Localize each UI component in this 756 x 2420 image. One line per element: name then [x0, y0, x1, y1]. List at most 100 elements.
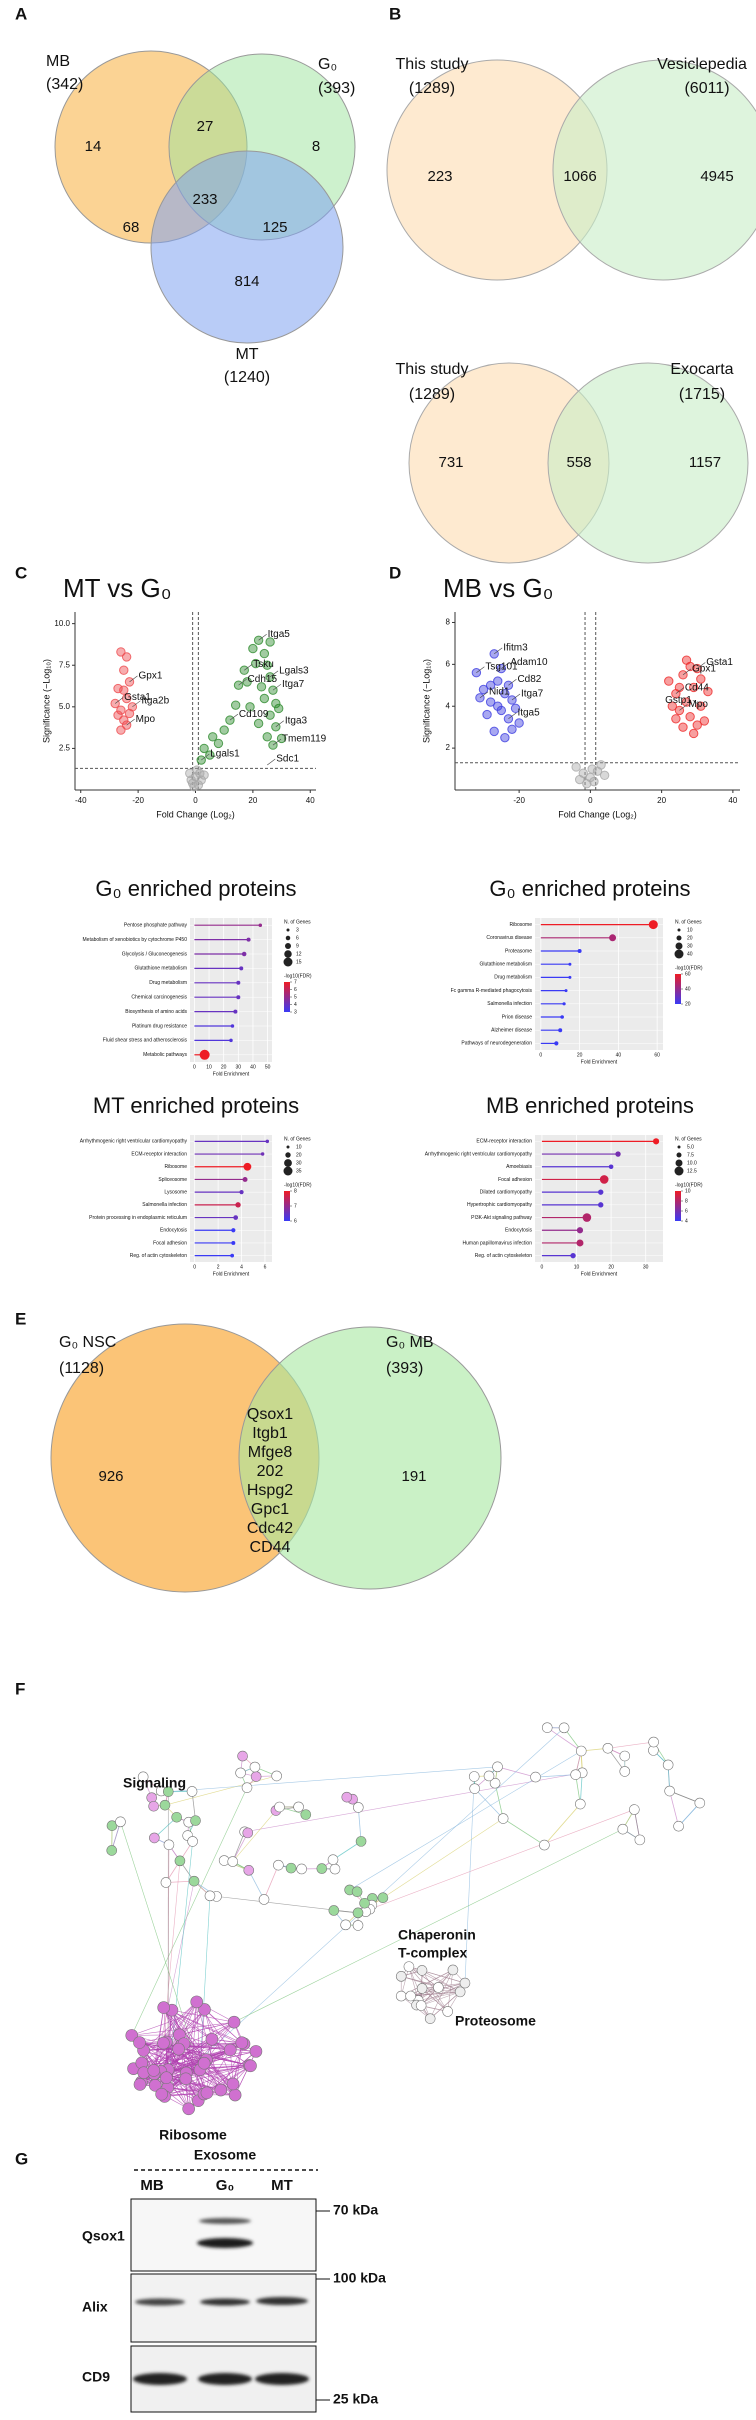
- y-tick-label: 4: [446, 701, 451, 710]
- x-tick-label: 40: [616, 1052, 622, 1058]
- x-tick-label: 40: [306, 796, 315, 805]
- dot: [582, 1213, 592, 1222]
- legend-title: -log10(FDR): [284, 1182, 312, 1188]
- node: [416, 1983, 428, 1994]
- annotation: Cdh15: [248, 674, 278, 685]
- x-tick-label: 50: [265, 1064, 271, 1070]
- dot: [236, 980, 241, 985]
- category-label: Fc gamma R-mediated phagocytosis: [451, 988, 533, 994]
- point: [199, 770, 209, 780]
- annotation-leader: [229, 713, 239, 721]
- y-tick-label: 8: [446, 618, 451, 627]
- bands: [133, 2218, 309, 2385]
- y-tick-label: 7.5: [59, 660, 71, 669]
- edge: [369, 1809, 635, 1910]
- dot: [242, 1176, 248, 1182]
- x-tick-label: 0: [193, 796, 198, 805]
- point: [489, 726, 499, 737]
- annotation: Gpx1: [692, 663, 716, 674]
- dot: [576, 1227, 584, 1234]
- node: [468, 1771, 480, 1782]
- region-count: 558: [566, 454, 591, 471]
- row-label: CD9: [82, 2369, 110, 2385]
- category-label: Human papillomavirus infection: [463, 1240, 533, 1246]
- point: [478, 684, 489, 695]
- node: [530, 1771, 541, 1783]
- plot-background: [190, 1135, 272, 1262]
- node: [359, 1897, 370, 1909]
- node: [341, 1791, 353, 1803]
- region-count: 1157: [689, 454, 721, 471]
- point: [699, 716, 710, 726]
- category-label: Drug metabolism: [149, 980, 187, 986]
- band: [135, 2298, 185, 2306]
- edge: [332, 1841, 362, 1861]
- category-label: Fluid shear stress and atherosclerosis: [103, 1038, 188, 1044]
- node: [273, 1859, 284, 1871]
- node: [237, 1750, 248, 1762]
- point: [219, 725, 229, 735]
- category-label: Ribosome: [164, 1164, 187, 1170]
- y-axis-label: Significance (−Log₁₀): [421, 659, 431, 743]
- chart-title: MB vs G₀: [443, 573, 553, 603]
- dot: [560, 1015, 564, 1019]
- edge: [349, 1750, 582, 1891]
- x-tick-label: 6: [264, 1264, 267, 1270]
- legend-title: N. of Genes: [284, 1136, 311, 1142]
- node: [214, 2083, 228, 2097]
- edge: [371, 1818, 504, 1906]
- panel-label: B: [389, 4, 401, 23]
- dot: [230, 1253, 235, 1258]
- cluster-label: Proteosome: [455, 2013, 536, 2029]
- legend-label: 60: [685, 971, 691, 977]
- annotation: Itga5: [517, 707, 540, 718]
- node: [570, 1769, 581, 1780]
- dot: [652, 1138, 660, 1145]
- point: [248, 643, 258, 654]
- category-label: Proteasome: [505, 948, 532, 954]
- point: [493, 701, 503, 711]
- annotation-leader: [697, 662, 706, 669]
- point: [510, 703, 521, 714]
- category-label: Protein processing in endoplasmic reticu…: [89, 1215, 187, 1221]
- node: [179, 2072, 193, 2086]
- category-label: Arrhythmogenic right ventricular cardiom…: [80, 1139, 188, 1145]
- plot-background: [190, 918, 272, 1062]
- venn-b-top: This study (1289) Vesiclepedia (6011) 22…: [386, 56, 756, 281]
- region-count: 1066: [563, 168, 596, 185]
- node: [355, 1836, 367, 1847]
- legend-label: 30: [687, 943, 693, 949]
- annotation: Gstp1: [665, 695, 692, 706]
- dot: [241, 951, 247, 957]
- legend-label: 40: [685, 986, 691, 992]
- node: [377, 1892, 389, 1903]
- edge: [502, 1818, 545, 1846]
- dot: [229, 1038, 233, 1043]
- lane-label: G₀: [216, 2177, 234, 2194]
- legend-title: -log10(FDR): [284, 973, 312, 979]
- node: [198, 2003, 211, 2016]
- venn-circle: [552, 59, 756, 281]
- chart-title: MB enriched proteins: [486, 1093, 694, 1118]
- point: [208, 732, 218, 742]
- lane-label: MB: [140, 2177, 163, 2194]
- dot: [568, 962, 572, 966]
- node: [160, 1877, 172, 1888]
- western-blot: Exosome MB G₀ MT Qsox1 Alix CD9 70 kDa 1…: [82, 2147, 386, 2413]
- annotation: Mpo: [688, 699, 708, 710]
- edge: [166, 2001, 197, 2043]
- category-label: Endocytosis: [505, 1228, 532, 1234]
- network-labels: Signaling Chaperonin T-complex Proteosom…: [123, 1775, 536, 2143]
- node: [459, 1977, 471, 1989]
- legend-label: 6: [685, 1208, 688, 1214]
- point: [485, 680, 496, 690]
- point: [703, 686, 713, 697]
- category-label: Platinum drug resistance: [132, 1023, 187, 1029]
- chart-title: MT enriched proteins: [93, 1093, 299, 1118]
- legend-label: 30: [296, 1160, 302, 1166]
- legend-title: N. of Genes: [675, 919, 702, 925]
- set-label: This study: [396, 56, 469, 73]
- node: [227, 1856, 239, 1867]
- node: [497, 1813, 509, 1824]
- node: [274, 1801, 285, 1813]
